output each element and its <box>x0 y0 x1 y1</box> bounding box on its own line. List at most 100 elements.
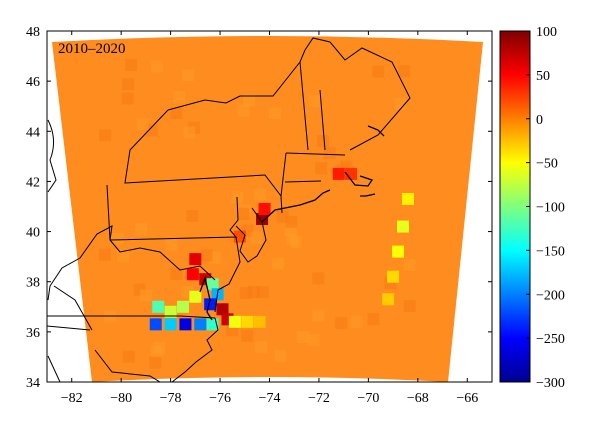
x-tick-label: −78 <box>160 391 182 406</box>
y-axis-ticks: 48 46 44 42 40 38 36 34 <box>26 25 492 391</box>
texture-cell <box>254 188 267 201</box>
y-tick-label: 48 <box>26 25 40 40</box>
texture-cell <box>308 95 321 108</box>
texture-cell <box>170 107 183 120</box>
texture-cell <box>237 104 250 117</box>
texture-cell <box>269 106 282 119</box>
pennsylvania-border <box>106 184 239 241</box>
colorbar-tick-label: −300 <box>536 376 565 391</box>
y-tick-label: 44 <box>26 125 40 140</box>
ky-va-border <box>53 285 93 331</box>
texture-cell <box>394 98 407 111</box>
texture-cell <box>312 272 325 285</box>
colorbar-tick-label: −50 <box>536 157 558 172</box>
island-detail <box>360 193 376 197</box>
heatmap-cell <box>397 220 409 233</box>
colorbar-tick-label: 50 <box>536 69 550 84</box>
texture-cell <box>151 60 164 73</box>
maine-border <box>304 37 411 151</box>
texture-cell <box>335 317 348 330</box>
y-tick-label: 34 <box>26 376 40 391</box>
delmarva-border <box>214 236 241 313</box>
heatmap-cell <box>332 167 345 180</box>
texture-cell <box>173 90 186 103</box>
texture-cell <box>403 300 416 313</box>
nc-sc-border <box>94 349 161 382</box>
x-tick-label: −80 <box>110 391 132 406</box>
texture-cell <box>403 259 416 272</box>
colorbar-ticks: 100 50 0 −50 −100 −150 −200 −250 −300 <box>526 25 565 391</box>
west-virginia-border <box>47 225 113 301</box>
texture-cell <box>150 345 163 358</box>
y-tick-label: 38 <box>26 276 40 291</box>
coastline-detail <box>199 125 385 321</box>
colorbar-tick-label: −200 <box>536 288 565 303</box>
y-tick-label: 36 <box>26 326 40 341</box>
texture-cell <box>98 248 111 261</box>
y-tick-label: 42 <box>26 175 40 190</box>
texture-cell <box>241 329 254 342</box>
heatmap-cell <box>382 293 395 306</box>
texture-cell <box>316 135 329 148</box>
heatmap-cell <box>256 213 269 226</box>
texture-cell <box>165 238 178 251</box>
texture-cell <box>255 341 268 354</box>
heatmap-cell <box>152 300 165 313</box>
maine-coast-detail <box>367 125 385 137</box>
texture-cell <box>274 349 287 362</box>
heatmap-cell <box>392 245 405 258</box>
colorbar-tick-label: −250 <box>536 332 565 347</box>
texture-cell <box>145 124 158 137</box>
heatmap-cell <box>387 270 400 283</box>
heatmap-cell <box>186 268 199 281</box>
new-jersey-border <box>235 207 267 263</box>
texture-cell <box>372 65 385 78</box>
colorbar-gradient <box>500 31 530 382</box>
long-island-coast <box>261 189 331 223</box>
heatmap-cell <box>216 303 229 316</box>
texture-cell <box>367 313 380 326</box>
texture-cell <box>315 162 328 175</box>
virginia-md-border <box>109 239 216 281</box>
x-tick-label: −74 <box>259 391 281 406</box>
heatmap-cell <box>204 298 217 311</box>
plot-area <box>47 36 483 382</box>
heatmap-cell <box>164 318 177 331</box>
texture-cell <box>125 58 138 71</box>
cape-cod-coast <box>344 171 374 187</box>
texture-cell <box>140 289 153 302</box>
texture-cell <box>99 129 112 142</box>
x-tick-label: −70 <box>357 391 379 406</box>
heatmap-cell <box>164 305 177 318</box>
texture-cell <box>296 330 309 343</box>
texture-cell <box>272 257 285 270</box>
heatmap-cell <box>194 318 207 331</box>
x-tick-label: −66 <box>456 391 478 406</box>
y-tick-label: 46 <box>26 75 40 90</box>
heatmap-cell <box>189 253 202 266</box>
nc-coast <box>171 317 219 382</box>
texture-cell <box>237 207 250 220</box>
va-nc-border <box>47 315 216 319</box>
texture-cell <box>182 69 195 82</box>
colorbar-tick-label: −150 <box>536 244 565 259</box>
texture-cell <box>398 65 411 78</box>
x-tick-label: −72 <box>308 391 330 406</box>
texture-cell <box>149 356 162 369</box>
heatmap-cell <box>241 315 254 328</box>
tn-nc-border <box>47 325 91 331</box>
heatmap-cell <box>189 290 202 303</box>
texture-cell <box>307 333 320 346</box>
heatmap-cell <box>176 300 189 313</box>
x-tick-label: −68 <box>407 391 429 406</box>
colorbar-tick-label: 100 <box>536 25 557 40</box>
georgia-border <box>47 355 61 382</box>
colorbar-tick-label: −100 <box>536 201 565 216</box>
texture-cell <box>122 78 135 91</box>
x-tick-label: −76 <box>209 391 231 406</box>
y-tick-label: 40 <box>26 226 40 241</box>
texture-cell <box>290 236 303 249</box>
texture-cell <box>111 232 124 245</box>
heatmap-cell <box>258 203 271 216</box>
